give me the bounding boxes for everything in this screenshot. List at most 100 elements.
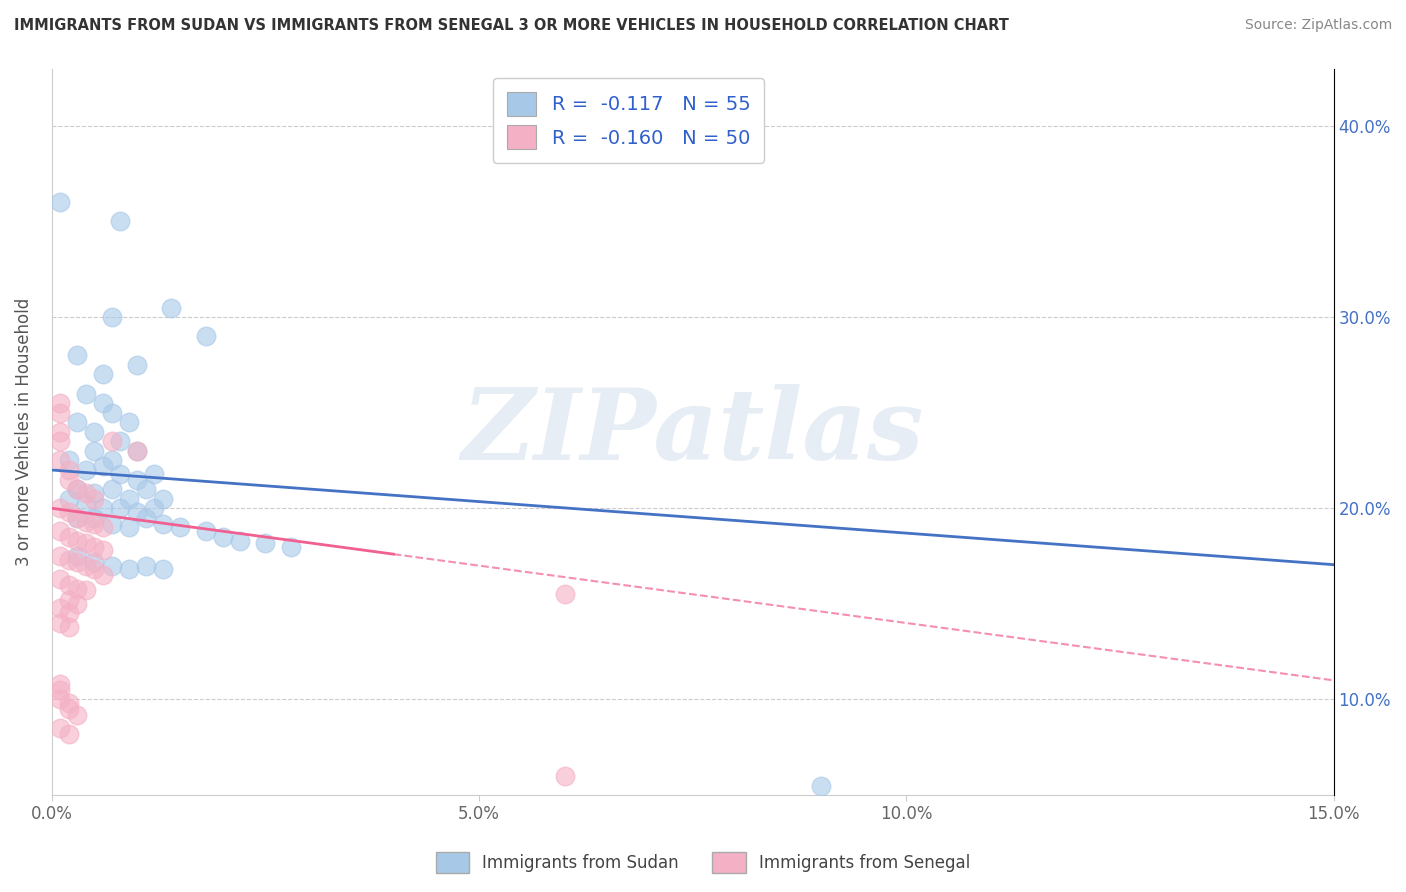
- Point: [66, 597, 89, 611]
- Point: [49, 692, 72, 706]
- Legend: R =  -0.117   N = 55, R =  -0.160   N = 50: R = -0.117 N = 55, R = -0.160 N = 50: [494, 78, 763, 162]
- Point: [58, 505, 80, 519]
- Point: [83, 425, 105, 439]
- Point: [58, 607, 80, 621]
- Point: [75, 498, 97, 512]
- Point: [66, 555, 89, 569]
- Point: [100, 453, 122, 467]
- Text: ZIPatlas: ZIPatlas: [461, 384, 924, 480]
- Point: [135, 482, 157, 496]
- Point: [118, 491, 141, 506]
- Point: [66, 707, 89, 722]
- Point: [118, 415, 141, 429]
- Point: [100, 434, 122, 449]
- Point: [66, 482, 89, 496]
- Point: [194, 329, 217, 343]
- Point: [91, 501, 114, 516]
- Point: [108, 214, 131, 228]
- Point: [49, 501, 72, 516]
- Point: [58, 453, 80, 467]
- Point: [108, 467, 131, 481]
- Point: [83, 491, 105, 506]
- Point: [66, 415, 89, 429]
- Point: [49, 434, 72, 449]
- Point: [49, 453, 72, 467]
- Point: [49, 721, 72, 735]
- Point: [108, 501, 131, 516]
- Point: [553, 587, 575, 601]
- Legend: Immigrants from Sudan, Immigrants from Senegal: Immigrants from Sudan, Immigrants from S…: [429, 846, 977, 880]
- Point: [118, 562, 141, 576]
- Point: [58, 578, 80, 592]
- Point: [58, 530, 80, 544]
- Point: [152, 491, 174, 506]
- Point: [75, 486, 97, 500]
- Text: IMMIGRANTS FROM SUDAN VS IMMIGRANTS FROM SENEGAL 3 OR MORE VEHICLES IN HOUSEHOLD: IMMIGRANTS FROM SUDAN VS IMMIGRANTS FROM…: [14, 18, 1010, 33]
- Point: [127, 505, 149, 519]
- Point: [152, 562, 174, 576]
- Point: [75, 515, 97, 529]
- Point: [66, 511, 89, 525]
- Point: [152, 516, 174, 531]
- Point: [58, 702, 80, 716]
- Point: [91, 543, 114, 558]
- Point: [75, 558, 97, 573]
- Point: [100, 406, 122, 420]
- Point: [83, 444, 105, 458]
- Point: [49, 396, 72, 410]
- Point: [135, 558, 157, 573]
- Point: [143, 467, 166, 481]
- Point: [75, 535, 97, 549]
- Point: [91, 368, 114, 382]
- Text: Source: ZipAtlas.com: Source: ZipAtlas.com: [1244, 18, 1392, 32]
- Point: [49, 677, 72, 691]
- Point: [58, 696, 80, 710]
- Point: [143, 501, 166, 516]
- Point: [254, 535, 277, 549]
- Point: [75, 386, 97, 401]
- Point: [280, 540, 302, 554]
- Point: [135, 511, 157, 525]
- Point: [49, 600, 72, 615]
- Point: [100, 558, 122, 573]
- Point: [91, 396, 114, 410]
- Point: [58, 553, 80, 567]
- Point: [100, 482, 122, 496]
- Point: [66, 549, 89, 563]
- Point: [75, 463, 97, 477]
- Point: [83, 562, 105, 576]
- Point: [91, 568, 114, 582]
- Point: [229, 533, 252, 548]
- Point: [66, 348, 89, 362]
- Point: [66, 533, 89, 548]
- Point: [49, 682, 72, 697]
- Point: [169, 520, 191, 534]
- Point: [194, 524, 217, 539]
- Point: [83, 555, 105, 569]
- Point: [58, 620, 80, 634]
- Point: [49, 406, 72, 420]
- Point: [160, 301, 183, 315]
- Point: [810, 779, 832, 793]
- Point: [49, 572, 72, 586]
- Point: [83, 516, 105, 531]
- Point: [553, 769, 575, 783]
- Point: [83, 540, 105, 554]
- Y-axis label: 3 or more Vehicles in Household: 3 or more Vehicles in Household: [15, 298, 32, 566]
- Point: [75, 583, 97, 598]
- Point: [127, 473, 149, 487]
- Point: [211, 530, 233, 544]
- Point: [49, 524, 72, 539]
- Point: [58, 491, 80, 506]
- Point: [66, 482, 89, 496]
- Point: [108, 434, 131, 449]
- Point: [118, 520, 141, 534]
- Point: [49, 549, 72, 563]
- Point: [49, 425, 72, 439]
- Point: [91, 520, 114, 534]
- Point: [58, 473, 80, 487]
- Point: [127, 444, 149, 458]
- Point: [83, 486, 105, 500]
- Point: [58, 727, 80, 741]
- Point: [127, 444, 149, 458]
